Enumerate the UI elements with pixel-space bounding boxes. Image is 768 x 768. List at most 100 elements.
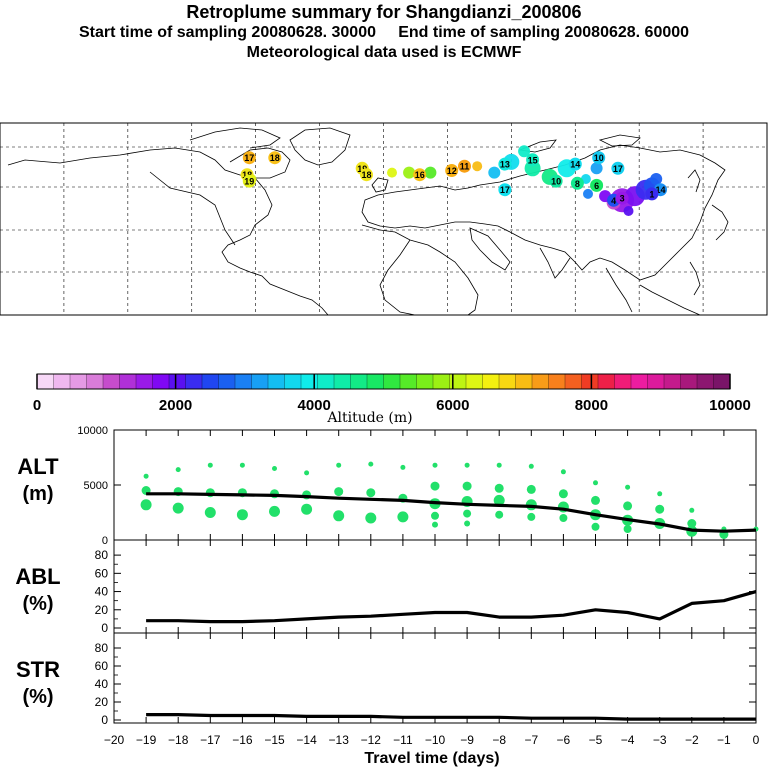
altitude-distribution-dot: [400, 464, 406, 470]
colorbar-swatch: [251, 373, 269, 390]
panel-ylabel: STR: [16, 657, 60, 682]
panel-alt: 0 5000 10000 ALT (m): [17, 425, 759, 547]
day-label: 18: [361, 170, 371, 180]
day-label: 6: [594, 181, 599, 191]
map-graticule: [0, 123, 768, 315]
y-tick-label: 80: [95, 548, 109, 562]
altitude-distribution-dot: [625, 484, 631, 490]
colorbar-swatch: [647, 373, 665, 390]
x-tick-label: −3: [653, 733, 667, 747]
altitude-distribution-dot: [143, 473, 149, 479]
day-label-marker: [445, 164, 459, 177]
colorbar-swatch: [69, 373, 87, 390]
altitude-distribution-dot: [172, 502, 184, 514]
x-tick-label: −12: [361, 733, 382, 747]
altitude-distribution-dot: [336, 462, 342, 468]
altitude-distribution-dot: [591, 495, 600, 505]
met-data-label: Meteorological data used is ECMWF: [246, 44, 522, 61]
x-tick-label: −18: [168, 733, 189, 747]
altitude-distribution-dot: [462, 481, 472, 491]
colorbar-swatch: [234, 373, 252, 390]
day-label: 1: [649, 189, 654, 199]
colorbar-tick-label: 10000: [709, 397, 751, 414]
series-line-str: [146, 712, 756, 721]
y-tick-label: 10000: [77, 425, 108, 437]
colorbar-swatch: [366, 373, 384, 390]
day-label: 10: [594, 153, 604, 163]
plume-cluster-marker: [623, 206, 634, 216]
y-tick-label: 80: [95, 641, 109, 655]
x-tick-label: −10: [425, 733, 446, 747]
colorbar-title: Altitude (m): [326, 410, 412, 426]
altitude-distribution-dot: [431, 511, 439, 520]
day-label: 18: [270, 153, 280, 163]
panel-ylabel-unit: (m): [22, 483, 53, 505]
altitude-distribution-dot: [334, 487, 344, 497]
day-label: 3: [620, 194, 625, 204]
day-label: 17: [244, 153, 254, 163]
colorbar-swatch: [350, 373, 368, 390]
colorbar-swatch: [218, 373, 236, 390]
day-label: 17: [613, 164, 623, 174]
colorbar-swatch: [317, 373, 335, 390]
plume-cluster-marker: [488, 166, 501, 179]
day-label: 14: [655, 185, 665, 195]
x-axis-label: Travel time (days): [364, 750, 499, 767]
day-label: 4: [611, 196, 616, 206]
y-tick-label: 0: [102, 535, 108, 547]
day-label: 15: [528, 155, 538, 165]
day-label-marker: [645, 187, 659, 201]
altitude-distribution-dot: [493, 494, 505, 506]
panel-ylabel: ABL: [15, 564, 60, 589]
coastlines: [7, 127, 729, 316]
day-label-marker: [242, 151, 256, 165]
colorbar-tick-label: 0: [33, 397, 41, 414]
colorbar-swatch: [696, 373, 714, 390]
end-time-label: End time of sampling 20080628. 60000: [398, 24, 690, 41]
day-label: 13: [500, 160, 510, 170]
colorbar-tick-label: 8000: [575, 397, 608, 414]
day-label-marker: [498, 157, 512, 171]
colorbar-swatch: [680, 373, 698, 390]
x-tick-label: −2: [685, 733, 699, 747]
colorbar-swatch: [333, 373, 351, 390]
colorbar-swatch: [465, 373, 483, 390]
sampling-time-line: Start time of sampling 20080628. 30000 E…: [0, 24, 768, 42]
day-label-marker: [498, 183, 512, 197]
altitude-distribution-dot: [366, 488, 376, 498]
x-tick-label: −19: [136, 733, 157, 747]
day-labels: 171818191918161211131510141017144311786: [240, 151, 667, 207]
series-line-abl: [146, 590, 757, 624]
plume-cluster-marker: [424, 166, 437, 179]
day-label-marker: [570, 176, 584, 190]
altitude-distribution-dot: [591, 522, 600, 531]
altitude-distribution-dot: [204, 507, 216, 518]
x-tick-label: −20: [104, 733, 125, 747]
altitude-distribution-dot: [333, 510, 345, 522]
altitude-distribution-dot: [269, 505, 280, 517]
colorbar-swatch: [449, 373, 467, 390]
altitude-distribution-dot: [432, 462, 438, 468]
day-label: 12: [447, 166, 457, 176]
altitude-distribution-dot: [496, 462, 502, 468]
colorbar-swatch: [564, 373, 582, 390]
altitude-distribution-dot: [368, 461, 374, 467]
altitude-distribution-dot: [527, 512, 536, 521]
chart-title: Retroplume summary for Shangdianzi_20080…: [186, 2, 582, 22]
altitude-distribution-dot: [463, 509, 472, 518]
altitude-distribution-dot: [304, 470, 310, 476]
y-tick-label: 5000: [84, 480, 108, 492]
colorbar-swatch: [267, 373, 285, 390]
colorbar-swatch: [416, 373, 434, 390]
altitude-distribution-dot: [301, 503, 313, 515]
altitude-distribution-dot: [464, 520, 471, 527]
day-label-marker: [268, 151, 282, 165]
x-tick-label: −1: [717, 733, 731, 747]
altitude-distribution-dot: [494, 483, 504, 493]
colorbar-swatch: [597, 373, 615, 390]
panel-ylabel-unit: (%): [22, 686, 53, 708]
panel-ylabel-unit: (%): [22, 593, 53, 615]
colorbar-swatch: [548, 373, 566, 390]
altitude-distribution-dot: [140, 499, 152, 511]
